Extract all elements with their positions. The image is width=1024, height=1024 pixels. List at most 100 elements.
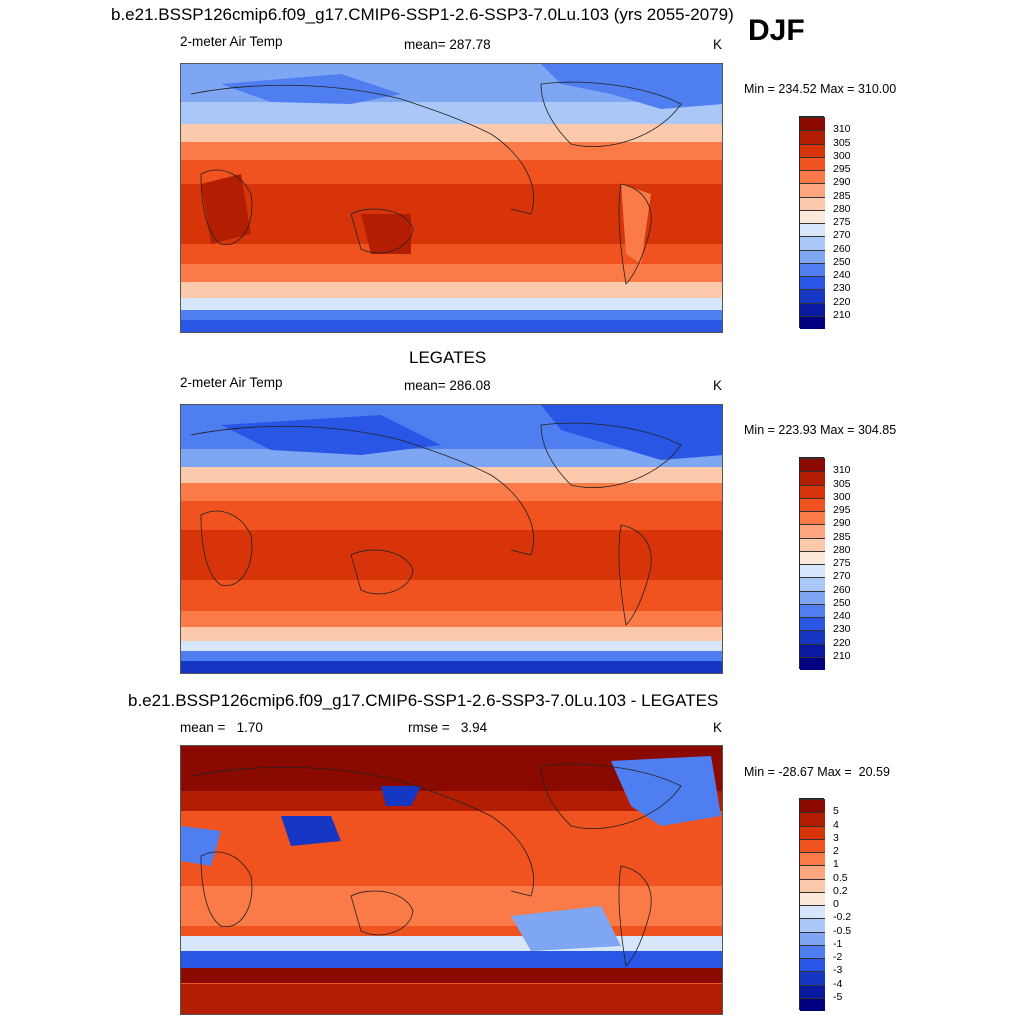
canada-cold-region xyxy=(541,64,722,109)
colorbar-cell xyxy=(800,130,825,144)
canada-cold-region xyxy=(541,405,722,460)
colorbar-tick-label: 240 xyxy=(833,269,851,281)
colorbar-tick-label: 0 xyxy=(833,898,839,910)
southern-ocean-band xyxy=(181,951,722,971)
colorbar-tick-label: 260 xyxy=(833,583,851,596)
colorbar-cell xyxy=(800,236,825,250)
colorbar-cell xyxy=(800,511,825,525)
antarctic-band xyxy=(181,984,722,1014)
colorbar-tick-label: 305 xyxy=(833,477,851,490)
colorbar-tick-label: 0.2 xyxy=(833,884,848,897)
colorbar-tick-label: 260 xyxy=(833,242,851,255)
siberia-cold-region xyxy=(221,74,401,104)
panel2-minmax-label: Min = 223.93 Max = 304.85 xyxy=(744,423,897,437)
colorbar-cell xyxy=(800,550,825,564)
colorbar-cell xyxy=(800,289,825,303)
colorbar-tick-label: 310 xyxy=(833,464,851,477)
colorbar-cell xyxy=(800,799,825,813)
colorbar-tick-label: 270 xyxy=(833,570,851,583)
colorbar-cell xyxy=(800,958,825,972)
colorbar-cell xyxy=(800,143,825,157)
africa-hot-region xyxy=(201,174,251,244)
siberia-cold-region xyxy=(221,415,441,455)
antarctic-deep-band xyxy=(181,320,722,332)
africa-coast xyxy=(200,510,253,586)
colorbar-cell xyxy=(800,997,825,1011)
colorbar-cell xyxy=(800,984,825,998)
colorbar-cell xyxy=(800,852,825,866)
south-america-region xyxy=(621,184,651,264)
canada-cool-region xyxy=(611,756,721,826)
panel3-mean-label: mean = 1.70 xyxy=(180,720,263,735)
south-mid-band xyxy=(181,282,722,298)
north-warm-band xyxy=(181,483,722,505)
colorbar-tick-label: 280 xyxy=(833,543,851,556)
north-america-coast xyxy=(540,422,682,488)
colorbar-tick-label: -0.5 xyxy=(833,924,852,937)
equator-band xyxy=(181,530,722,580)
colorbar-cell xyxy=(800,825,825,839)
colorbar-tick-label: 220 xyxy=(833,295,851,308)
colorbar-cell xyxy=(800,865,825,879)
colorbar-cell xyxy=(800,918,825,932)
colorbar-cell xyxy=(800,249,825,263)
colorbar-tick-label: 285 xyxy=(833,530,851,543)
south-america-coast xyxy=(618,183,652,285)
colorbar-tick-label: 295 xyxy=(833,504,851,516)
colorbar-cell xyxy=(800,812,825,826)
colorbar-tick-label: 300 xyxy=(833,490,851,503)
colorbar-cell xyxy=(800,471,825,485)
colorbar-cell xyxy=(800,117,825,131)
australia-coast xyxy=(350,890,414,936)
colorbar-tick-label: 300 xyxy=(833,149,851,162)
colorbar-tick-label: 305 xyxy=(833,136,851,149)
colorbar-cell xyxy=(800,537,825,551)
north-cold-band xyxy=(181,449,722,469)
panel1-temperature-map xyxy=(180,63,723,333)
north-warm-band xyxy=(181,791,722,811)
colorbar-tick-label: 275 xyxy=(833,557,851,569)
colorbar-tick-label: 5 xyxy=(833,805,839,818)
colorbar-cell xyxy=(800,524,825,538)
season-label: DJF xyxy=(748,14,805,47)
colorbar-cell xyxy=(800,617,825,631)
north-mid-band xyxy=(181,124,722,146)
colorbar-tick-label: 250 xyxy=(833,255,851,268)
colorbar-tick-label: -0.2 xyxy=(833,911,852,924)
colorbar-cell xyxy=(800,170,825,184)
west-cool-region xyxy=(181,826,221,866)
colorbar-cell xyxy=(800,971,825,985)
colorbar-cell xyxy=(800,603,825,617)
eurasia-coast xyxy=(190,84,534,215)
colorbar-tick-label: 1 xyxy=(833,858,839,871)
colorbar-tick-label: 310 xyxy=(833,123,851,136)
south-warm-strip xyxy=(181,968,722,983)
colorbar-tick-label: 295 xyxy=(833,163,851,175)
pacific-cool-region xyxy=(511,906,621,951)
colorbar-cell xyxy=(800,156,825,170)
antarctic-deep-band xyxy=(181,661,722,673)
panel3-map-svg xyxy=(181,746,722,1014)
colorbar-tick-label: 250 xyxy=(833,596,851,609)
north-cold-band xyxy=(181,102,722,124)
panel1-units-label: K xyxy=(713,37,723,52)
colorbar-cell xyxy=(800,302,825,316)
colorbar-cell xyxy=(800,838,825,852)
panel1-colorbar xyxy=(799,116,825,329)
africa-coast xyxy=(200,851,253,927)
colorbar-cell xyxy=(800,656,825,670)
colorbar-tick-label: 280 xyxy=(833,202,851,215)
panel2-mean-label: mean= 286.08 xyxy=(404,378,491,393)
colorbar-cell xyxy=(800,183,825,197)
panel3-units-label: K xyxy=(713,720,723,735)
panel2-colorbar xyxy=(799,457,825,670)
eurasia-coast xyxy=(190,425,534,556)
colorbar-cell xyxy=(800,497,825,511)
colorbar-cell xyxy=(800,223,825,237)
colorbar-cell xyxy=(800,630,825,644)
south-america-coast xyxy=(618,865,652,967)
colorbar-cell xyxy=(800,878,825,892)
panel2-map-svg xyxy=(181,405,722,673)
colorbar-cell xyxy=(800,577,825,591)
colorbar-tick-label: 290 xyxy=(833,517,851,530)
